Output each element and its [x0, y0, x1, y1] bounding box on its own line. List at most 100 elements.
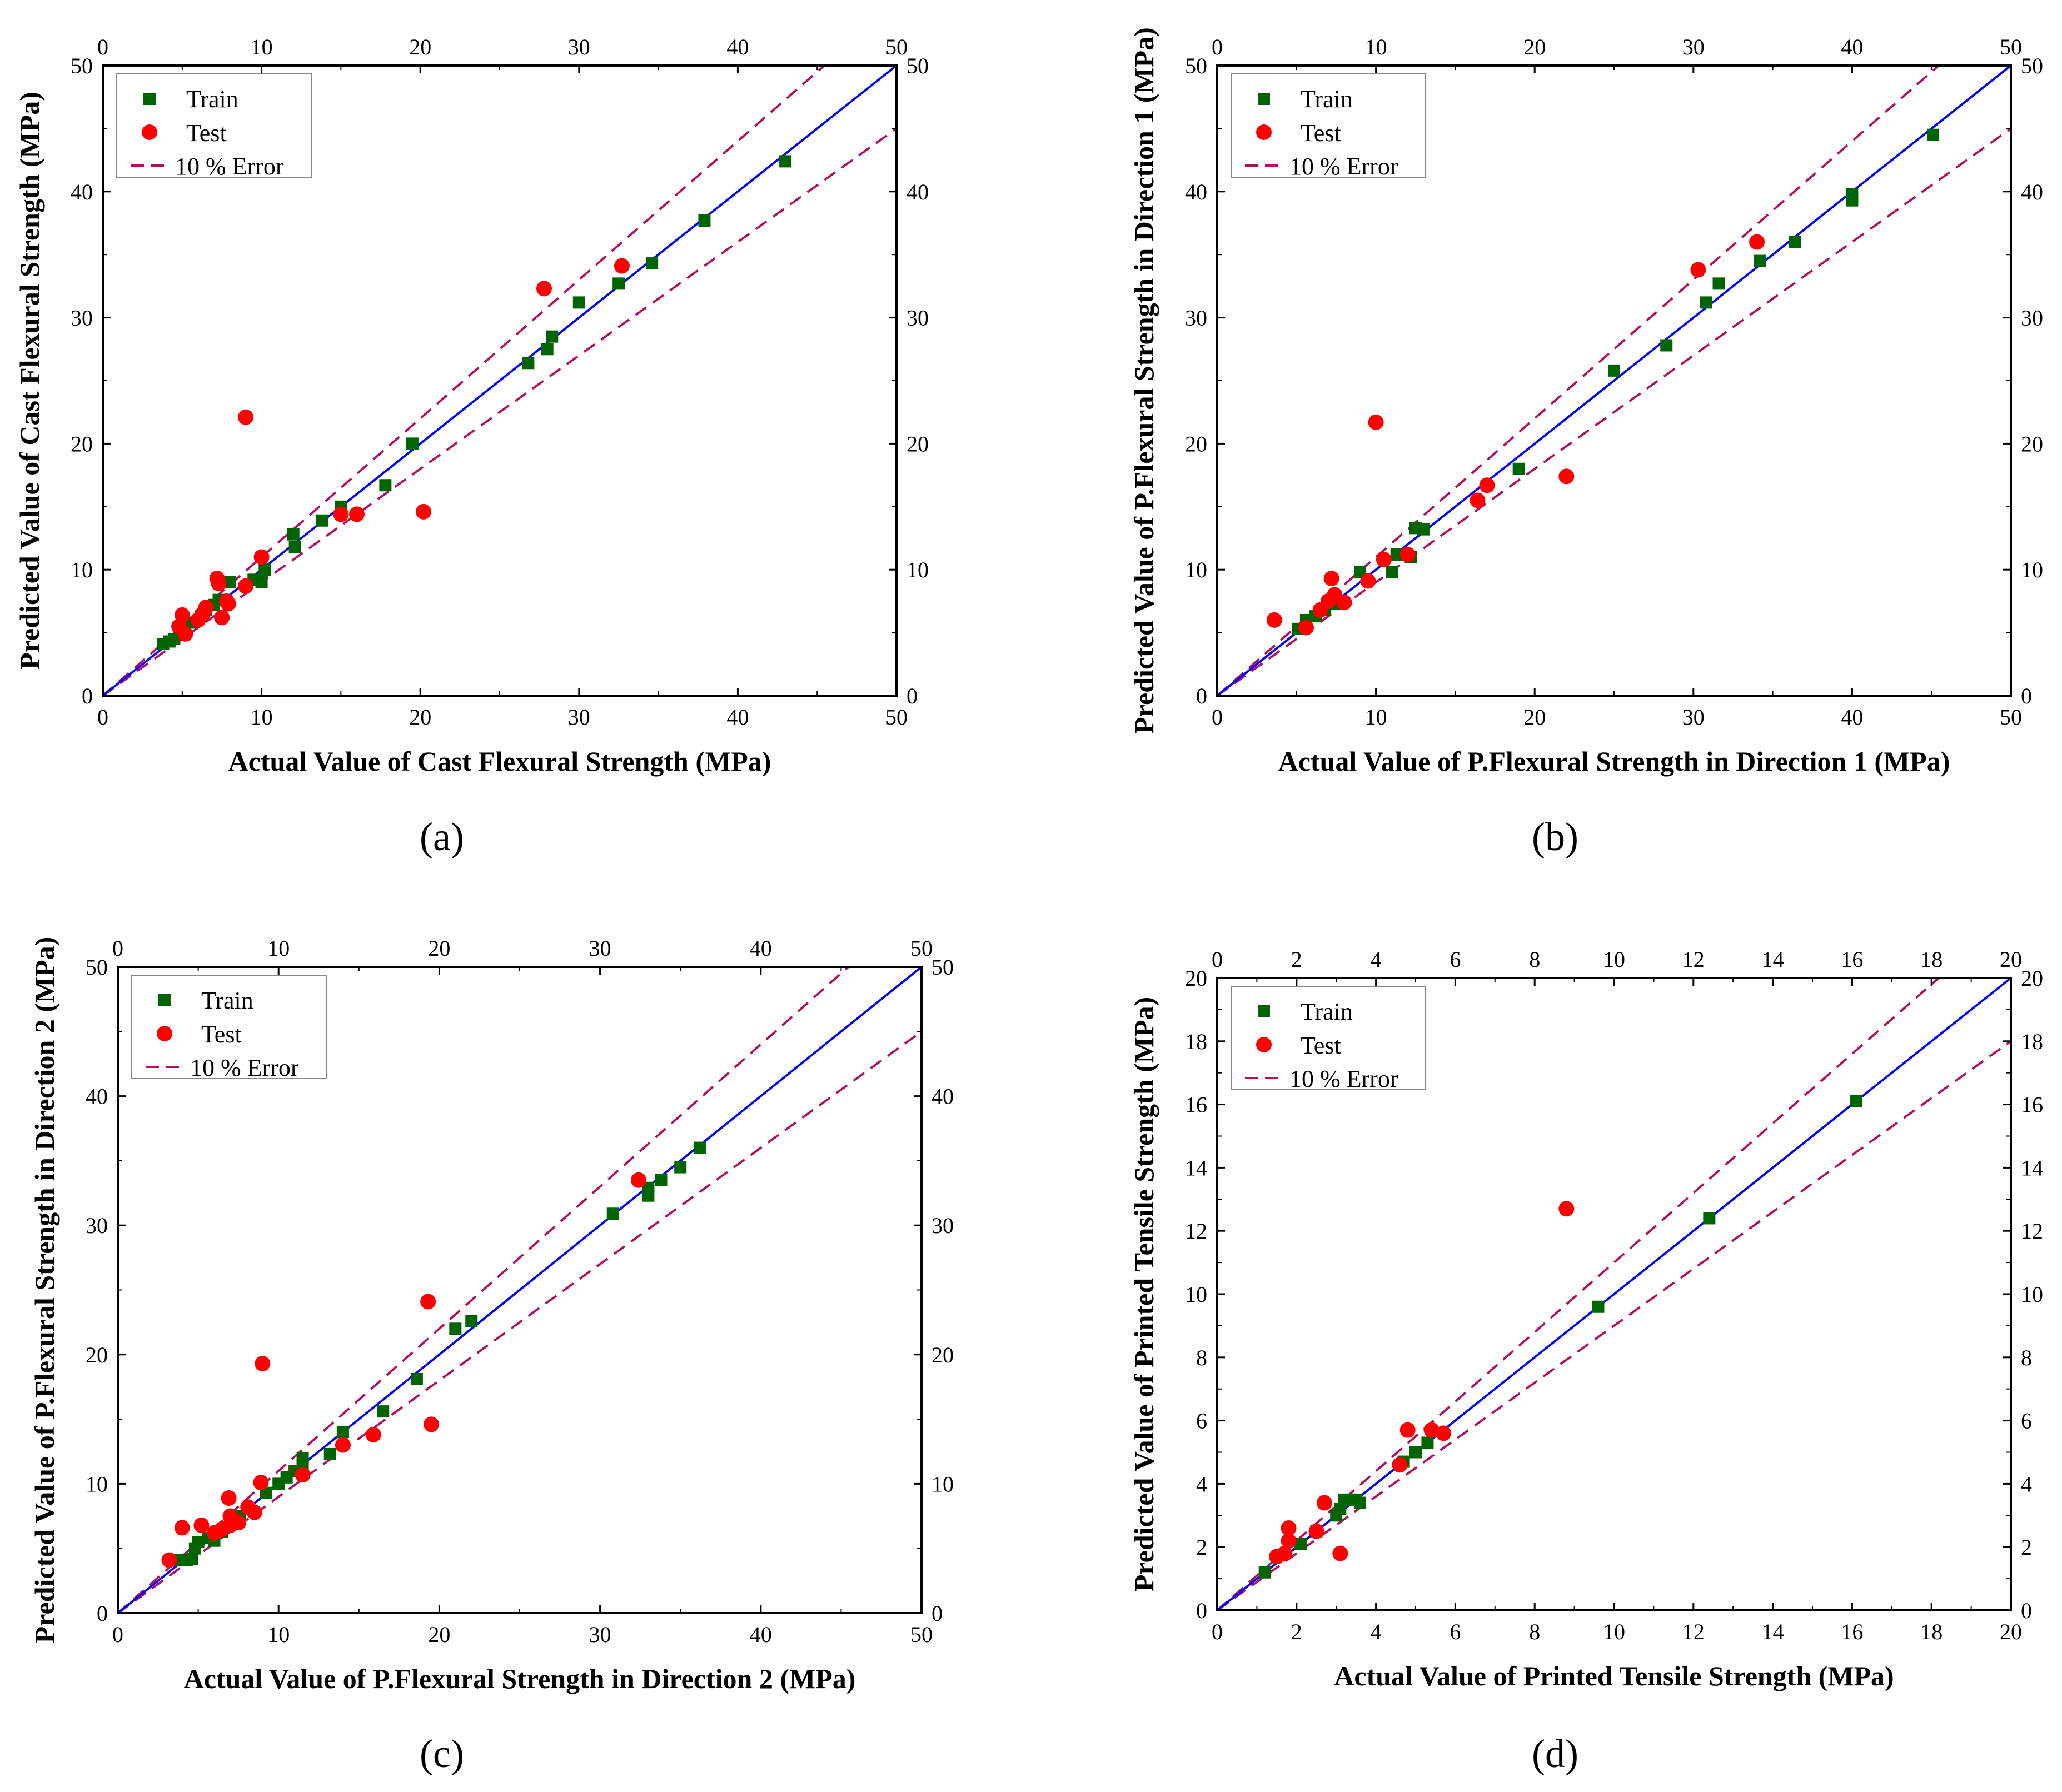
x-tick-label-top: 4 — [1371, 947, 1382, 972]
y-tick-label: 0 — [82, 683, 93, 708]
y-axis-title: Predicted Value of Printed Tensile Stren… — [1128, 997, 1159, 1591]
train-point — [296, 1458, 309, 1471]
x-tick-label-top: 50 — [885, 34, 908, 59]
test-point — [335, 1437, 351, 1453]
x-tick-label-top: 12 — [1682, 947, 1705, 972]
y-tick-label: 20 — [1185, 431, 1207, 456]
test-point — [1479, 477, 1495, 493]
legend-test-label: Test — [1301, 1032, 1341, 1059]
y-axis-title: Predicted Value of Cast Flexural Strengt… — [14, 92, 45, 670]
test-point — [1277, 1545, 1293, 1561]
x-tick-label: 14 — [1762, 1619, 1784, 1644]
y-tick-label: 16 — [1185, 1092, 1207, 1117]
train-point — [316, 514, 328, 527]
x-tick-label-top: 0 — [112, 936, 123, 961]
train-point — [1700, 296, 1712, 309]
plot-lines — [1217, 66, 2011, 696]
y-tick-label: 20 — [71, 431, 93, 456]
test-point — [1435, 1425, 1451, 1441]
test-point — [221, 1490, 237, 1506]
test-point — [1392, 1457, 1408, 1473]
train-point — [410, 1372, 423, 1385]
x-tick-label-top: 30 — [1682, 34, 1705, 59]
train-point — [323, 1447, 336, 1460]
test-point — [220, 596, 236, 612]
y-tick-label: 40 — [86, 1084, 108, 1109]
test-point — [333, 506, 349, 522]
legend-test-label: Test — [1301, 119, 1341, 147]
train-point — [288, 541, 301, 553]
test-point — [1399, 546, 1416, 562]
y-tick-label-right: 0 — [907, 683, 918, 708]
y-tick-label: 20 — [86, 1342, 108, 1367]
y-tick-label-right: 16 — [2021, 1092, 2043, 1117]
y-axis-title: Predicted Value of P.Flexural Strength i… — [29, 937, 60, 1644]
legend-error-label: 10 % Error — [1289, 1065, 1398, 1092]
train-point — [1754, 254, 1766, 267]
train-point — [336, 1426, 349, 1439]
test-point — [246, 1504, 262, 1520]
train-point — [255, 576, 268, 588]
x-tick-label-top: 10 — [1603, 947, 1625, 972]
train-point — [1386, 566, 1398, 578]
x-tick-label-top: 2 — [1291, 947, 1302, 972]
test-point — [1399, 1422, 1416, 1438]
y-tick-label: 50 — [1185, 53, 1207, 78]
lower-error-line — [1217, 127, 2011, 696]
x-tick-label-top: 30 — [568, 34, 590, 59]
y-tick-label-right: 2 — [2021, 1535, 2032, 1560]
train-point — [1421, 1436, 1434, 1449]
test-point — [1281, 1520, 1297, 1536]
y-tick-label: 18 — [1185, 1029, 1207, 1054]
panel-caption: (c) — [420, 1731, 464, 1776]
y-tick-label-right: 50 — [2021, 53, 2043, 78]
train-point — [168, 632, 181, 645]
train-point — [1660, 339, 1673, 352]
train-point — [287, 528, 300, 541]
train-point — [258, 563, 271, 576]
y-tick-label-right: 40 — [932, 1084, 954, 1109]
y-tick-label: 40 — [1185, 179, 1207, 204]
test-point — [415, 503, 431, 520]
x-axis-title: Actual Value of P.Flexural Strength in D… — [184, 1663, 856, 1694]
train-point — [698, 214, 711, 227]
y-tick-label-right: 12 — [2021, 1219, 2043, 1244]
train-point — [1789, 236, 1801, 248]
legend-test-marker — [142, 124, 157, 140]
y-tick-label-right: 8 — [2021, 1345, 2032, 1370]
y-tick-label: 6 — [1196, 1409, 1207, 1434]
x-tick-label: 20 — [428, 1622, 450, 1647]
y-tick-label-right: 10 — [907, 557, 929, 582]
test-point — [1266, 612, 1282, 628]
x-tick-label-top: 40 — [1841, 34, 1863, 59]
x-tick-label: 40 — [726, 705, 749, 730]
train-point — [1846, 188, 1859, 201]
train-point — [1294, 1538, 1307, 1550]
x-tick-label: 4 — [1371, 1619, 1382, 1644]
y-tick-label-right: 50 — [932, 955, 954, 980]
test-point — [420, 1294, 436, 1310]
x-tick-label: 8 — [1529, 1619, 1540, 1644]
train-point — [379, 479, 392, 492]
x-tick-label: 20 — [2000, 1619, 2022, 1644]
test-point — [348, 506, 365, 522]
test-point — [536, 281, 552, 297]
legend-error-label: 10 % Error — [1289, 153, 1398, 180]
train-point — [1712, 277, 1725, 290]
legend-train-marker — [143, 93, 156, 105]
x-tick-label: 0 — [112, 1622, 123, 1647]
x-tick-label: 40 — [1841, 705, 1863, 730]
x-tick-label-top: 0 — [97, 34, 108, 59]
y-axis-title: Predicted Value of P.Flexural Strength i… — [1128, 27, 1159, 734]
test-point — [1558, 468, 1575, 485]
train-point — [1850, 1095, 1862, 1107]
train-point — [572, 296, 585, 309]
train-point — [1512, 462, 1525, 475]
upper-error-line — [118, 967, 850, 1613]
legend: Train Test 10 % Error — [1231, 73, 1426, 180]
y-tick-label: 2 — [1196, 1535, 1207, 1560]
train-point — [465, 1315, 478, 1327]
y-tick-label-right: 0 — [2021, 683, 2032, 708]
